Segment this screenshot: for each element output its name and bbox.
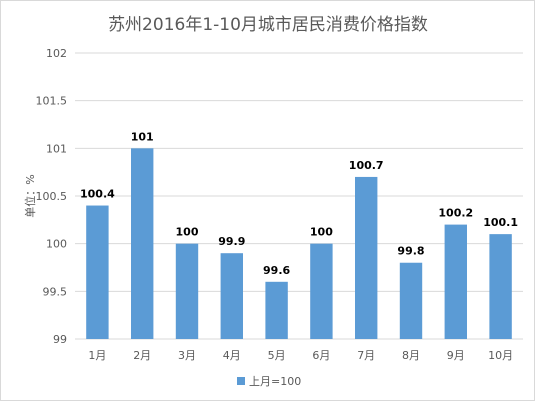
legend: 上月=100 (237, 375, 301, 388)
x-tick-label: 4月 (223, 349, 241, 362)
x-tick-label: 9月 (447, 349, 465, 362)
x-tick-label: 6月 (312, 349, 330, 362)
bar (175, 243, 199, 339)
x-tick-label: 3月 (178, 349, 196, 362)
data-label: 100.2 (438, 207, 473, 220)
y-tick-label: 99.5 (43, 285, 68, 298)
x-tick-label: 2月 (133, 349, 151, 362)
x-tick-label: 10月 (488, 349, 513, 362)
bar (489, 234, 512, 339)
y-tick-label: 100.5 (36, 190, 68, 203)
data-label: 99.9 (218, 235, 245, 248)
data-label: 100.4 (80, 188, 115, 201)
y-tick-label: 100 (46, 238, 67, 251)
bar (310, 243, 333, 339)
bar (131, 148, 154, 339)
bar (265, 281, 288, 339)
chart-title: 苏州2016年1-10月城市居民消费价格指数 (108, 15, 428, 35)
data-label: 99.8 (397, 245, 424, 258)
data-label: 101 (131, 130, 154, 143)
x-tick-label: 8月 (402, 349, 420, 362)
bar (86, 205, 109, 339)
y-tick-label: 101.5 (36, 95, 68, 108)
y-axis-label: 单位：% (23, 174, 37, 217)
bars (86, 148, 512, 339)
data-labels: 100.4 101 100 99.9 99.6 100 100.7 99.8 100.2 100.… (80, 130, 518, 276)
x-tick-label: 5月 (268, 349, 286, 362)
data-label: 99.6 (263, 264, 290, 277)
x-tick-label: 7月 (357, 349, 375, 362)
x-axis-ticks: 1月 2月 3月 4月 5月 6月 7月 8月 9月 10月 (88, 349, 513, 362)
data-label: 100 (310, 226, 333, 239)
bar (355, 176, 378, 339)
y-tick-label: 102 (46, 47, 67, 60)
data-label: 100.1 (483, 216, 518, 229)
y-axis-ticks: 99 99.5 100 100.5 101 101.5 102 (36, 47, 68, 346)
y-tick-label: 101 (46, 142, 67, 155)
data-label: 100.7 (349, 159, 384, 172)
legend-swatch (237, 377, 245, 385)
y-tick-label: 99 (53, 333, 67, 346)
bar (220, 253, 243, 339)
data-label: 100 (176, 226, 199, 239)
x-tick-label: 1月 (88, 349, 106, 362)
bar (444, 224, 467, 339)
bar (399, 262, 423, 339)
legend-label: 上月=100 (249, 375, 301, 388)
